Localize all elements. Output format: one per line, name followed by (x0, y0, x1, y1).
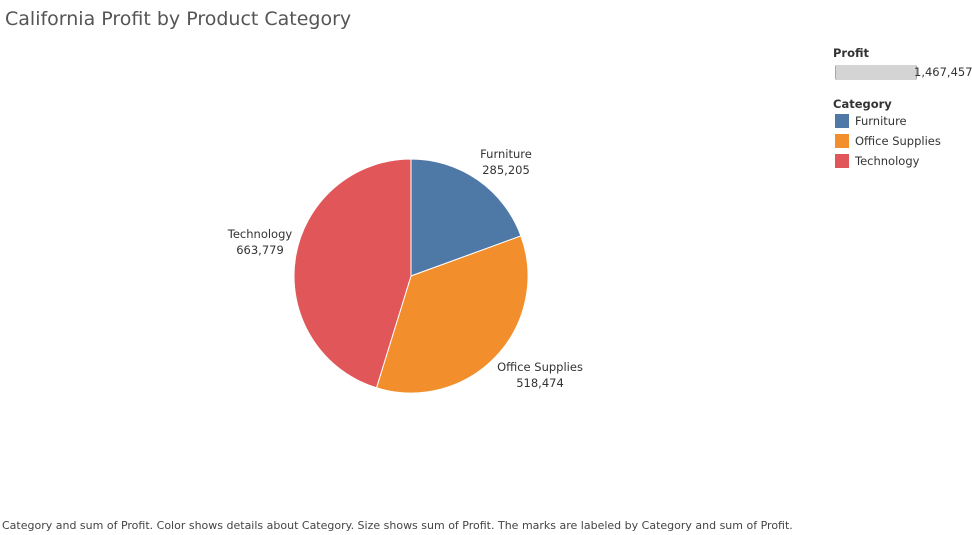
legend-label-office-supplies: Office Supplies (855, 134, 941, 148)
slice-label-furniture-value: 285,205 (482, 163, 530, 177)
legend-label-furniture: Furniture (855, 114, 907, 128)
chart-title: California Profit by Product Category (5, 8, 352, 30)
pie-slice-furniture[interactable] (410, 158, 522, 277)
legend-item-technology[interactable]: Technology (833, 151, 972, 171)
pie-slice-technology[interactable] (293, 158, 412, 389)
size-legend-max-label: 1,467,457 (914, 65, 972, 79)
slice-label-technology-category: Technology (227, 227, 293, 241)
pie-slice-office-supplies[interactable] (375, 235, 529, 394)
chart-caption: Category and sum of Profit. Color shows … (2, 519, 793, 532)
size-legend-heading: Profit (833, 46, 870, 60)
color-legend-heading: Category (833, 97, 892, 111)
size-legend: 1,467,457 (833, 62, 972, 82)
slice-label-technology-value: 663,779 (236, 243, 284, 257)
legend-swatch-technology (835, 154, 849, 168)
legend-label-technology: Technology (855, 154, 920, 168)
legend-item-furniture[interactable]: Furniture (833, 111, 972, 131)
legend-swatch-office-supplies (835, 134, 849, 148)
size-legend-bar (835, 65, 917, 80)
pie-slices (293, 158, 529, 394)
slice-label-office-supplies-category: Office Supplies (497, 360, 583, 374)
legend-item-office-supplies[interactable]: Office Supplies (833, 131, 972, 151)
slice-label-office-supplies-value: 518,474 (516, 376, 564, 390)
legend: Profit 1,467,457 Category Furniture Offi… (833, 46, 972, 171)
legend-swatch-furniture (835, 114, 849, 128)
slice-label-furniture-category: Furniture (480, 147, 532, 161)
